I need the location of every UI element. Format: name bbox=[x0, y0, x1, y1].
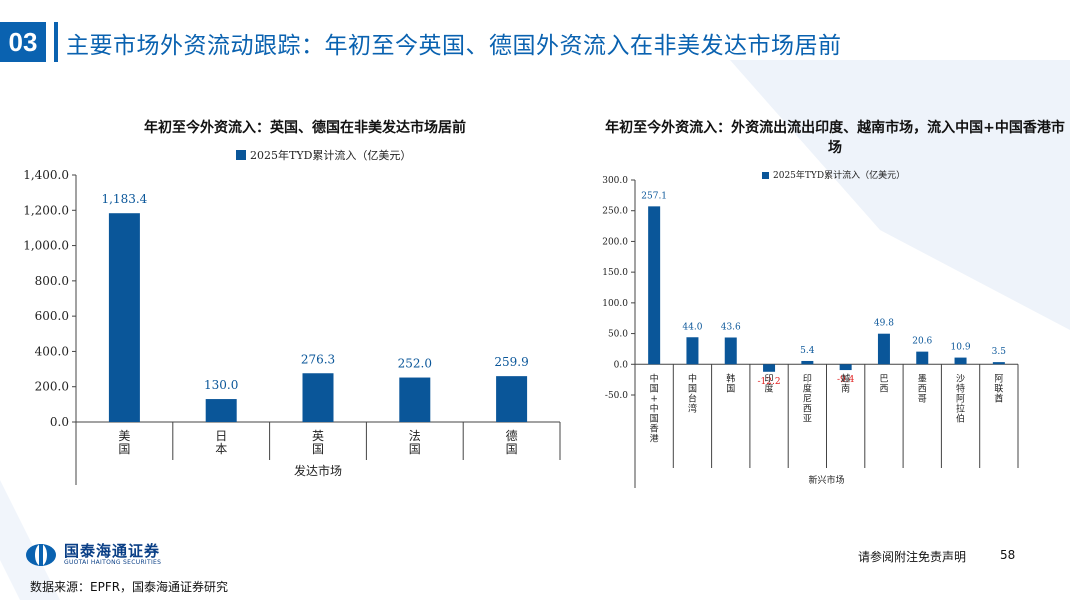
bar bbox=[108, 213, 140, 422]
data-label: 1,183.4 bbox=[101, 192, 147, 206]
bar bbox=[916, 351, 929, 365]
y-tick-label: 1,200.0 bbox=[23, 203, 69, 217]
bar bbox=[954, 357, 967, 365]
y-tick-label: 50.0 bbox=[608, 330, 628, 340]
y-tick-label: 200.0 bbox=[35, 380, 69, 394]
company-logo: 国泰海通证券 GUOTAI HAITONG SECURITIES bbox=[24, 543, 161, 567]
legend-swatch bbox=[236, 150, 246, 160]
bar bbox=[877, 333, 890, 365]
x-tick-label: 越南 bbox=[841, 372, 850, 394]
x-tick-label: 印度 bbox=[765, 372, 774, 394]
bar bbox=[496, 376, 528, 422]
logo-name-cn: 国泰海通证券 bbox=[64, 542, 161, 560]
legend-label: 2025年TYD累计流入（亿美元） bbox=[773, 169, 905, 181]
page-number: 58 bbox=[1000, 548, 1016, 562]
data-label: 5.4 bbox=[800, 346, 815, 356]
data-label: 276.3 bbox=[301, 352, 335, 366]
x-axis-title: 新兴市场 bbox=[808, 474, 844, 486]
x-tick-label: 墨西哥 bbox=[918, 373, 927, 404]
data-label: 43.6 bbox=[721, 323, 741, 333]
y-tick-label: 1,000.0 bbox=[23, 239, 69, 253]
logo-icon bbox=[24, 543, 58, 567]
legend-swatch bbox=[762, 172, 769, 179]
x-tick-label: 巴西 bbox=[879, 373, 888, 394]
data-label: 3.5 bbox=[992, 347, 1007, 357]
y-tick-label: 800.0 bbox=[35, 274, 69, 288]
data-label: 20.6 bbox=[912, 337, 932, 347]
bar bbox=[302, 373, 334, 422]
x-tick-label: 中国+中国香港 bbox=[650, 372, 659, 444]
x-tick-label: 阿联酋 bbox=[994, 373, 1003, 404]
data-label: 252.0 bbox=[398, 357, 432, 371]
y-tick-label: 600.0 bbox=[35, 309, 69, 323]
x-axis-title: 发达市场 bbox=[294, 463, 342, 478]
disclaimer-link[interactable]: 请参阅附注免责声明 bbox=[858, 550, 967, 564]
data-label: 10.9 bbox=[951, 343, 971, 353]
x-tick-label: 德国 bbox=[506, 428, 518, 456]
data-label: 130.0 bbox=[204, 378, 238, 392]
y-tick-label: 200.0 bbox=[602, 237, 628, 247]
data-label: -9.4 bbox=[837, 375, 855, 385]
data-label: 44.0 bbox=[682, 322, 702, 332]
section-number: 03 bbox=[0, 22, 46, 62]
bar bbox=[205, 399, 237, 422]
bar bbox=[801, 360, 814, 365]
y-tick-label: 400.0 bbox=[35, 344, 69, 358]
bar bbox=[839, 364, 852, 371]
title-accent-bar bbox=[54, 22, 58, 62]
x-tick-label: 印度尼西亚 bbox=[803, 372, 812, 424]
x-tick-label: 美国 bbox=[118, 429, 130, 456]
y-tick-label: 0.0 bbox=[50, 415, 69, 429]
bar bbox=[992, 362, 1005, 365]
left-chart-title: 年初至今外资流入：英国、德国在非美发达市场居前 bbox=[144, 120, 466, 136]
data-label: 257.1 bbox=[641, 191, 667, 201]
y-tick-label: 0.0 bbox=[614, 360, 629, 370]
x-tick-label: 英国 bbox=[312, 429, 324, 456]
page-title: 主要市场外资流动跟踪：年初至今英国、德国外资流入在非美发达市场居前 bbox=[66, 33, 842, 59]
x-tick-label: 沙特阿拉伯 bbox=[956, 373, 965, 424]
x-tick-label: 韩国 bbox=[726, 372, 735, 394]
bar bbox=[399, 377, 431, 422]
y-tick-label: 300.0 bbox=[602, 176, 628, 186]
bar bbox=[763, 364, 776, 372]
bar bbox=[648, 206, 661, 365]
x-tick-label: 中国台湾 bbox=[688, 372, 697, 414]
data-label: -12.2 bbox=[758, 377, 781, 387]
legend-label: 2025年TYD累计流入（亿美元） bbox=[250, 148, 411, 162]
right-chart-title: 年初至今外资流入：外资流出流出印度、越南市场，流入中国+中国香港市场 bbox=[605, 120, 1065, 156]
y-tick-label: -50.0 bbox=[605, 391, 628, 401]
y-tick-label: 100.0 bbox=[602, 299, 628, 309]
data-label: 49.8 bbox=[874, 319, 894, 329]
logo-name-en: GUOTAI HAITONG SECURITIES bbox=[64, 559, 162, 566]
y-tick-label: 250.0 bbox=[602, 207, 628, 217]
x-tick-label: 法国 bbox=[409, 429, 421, 456]
bar bbox=[724, 337, 737, 365]
y-tick-label: 1,400.0 bbox=[23, 168, 69, 182]
data-label: 259.9 bbox=[494, 355, 528, 369]
x-tick-label: 日本 bbox=[215, 429, 227, 456]
y-tick-label: 150.0 bbox=[602, 268, 628, 278]
bar bbox=[686, 337, 699, 365]
data-source: 数据来源：EPFR，国泰海通证券研究 bbox=[30, 580, 229, 594]
